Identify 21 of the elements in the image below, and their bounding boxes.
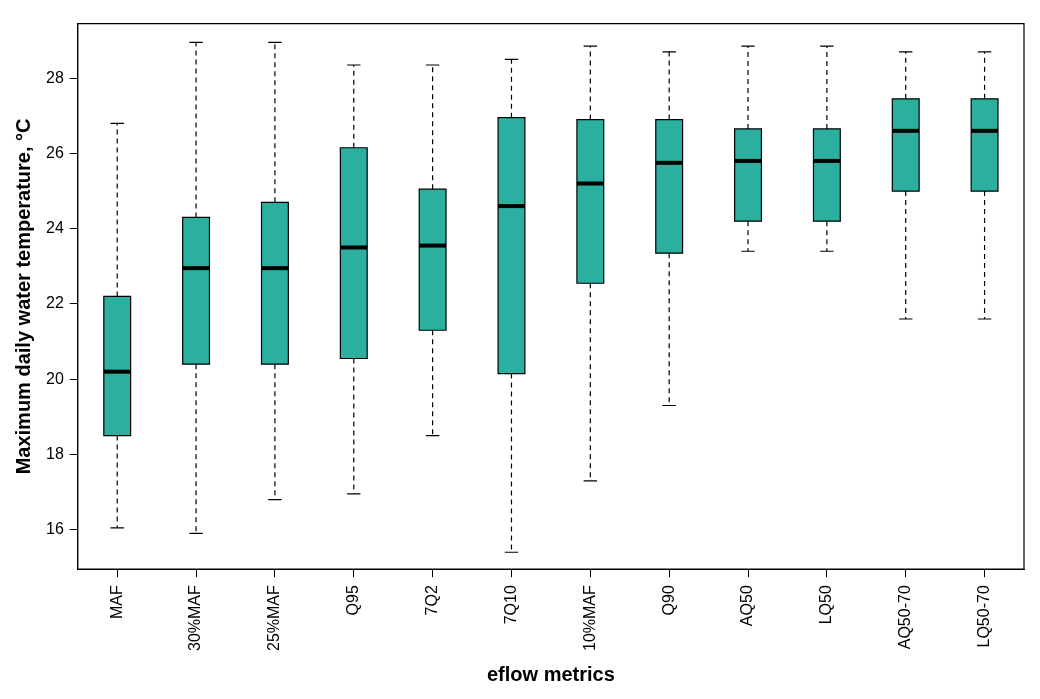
y-tick-label: 22 [46, 294, 64, 312]
x-tick-label: 30%MAF [186, 584, 204, 651]
x-tick-label: 10%MAF [580, 584, 598, 651]
x-tick-label: Q90 [659, 585, 677, 616]
y-tick-label: 28 [46, 68, 64, 86]
y-tick-label: 18 [46, 444, 64, 462]
x-tick-label: AQ50 [738, 585, 756, 627]
x-tick-label: LQ50 [817, 585, 835, 625]
y-tick-label: 24 [46, 219, 64, 237]
x-tick-label: 25%MAF [265, 584, 283, 651]
x-tick-label: MAF [107, 584, 125, 619]
x-tick-label: Q95 [344, 585, 362, 616]
x-tick-label: 7Q2 [423, 585, 441, 616]
x-tick-label: 7Q10 [501, 585, 519, 625]
x-axis-title: eflow metrics [486, 662, 615, 685]
y-tick-label: 20 [46, 369, 64, 387]
y-axis-title: Maximum daily water temperature, °C [11, 118, 34, 475]
y-tick-label: 26 [46, 143, 64, 161]
x-tick-label: AQ50-70 [896, 585, 914, 650]
y-tick-label: 16 [46, 520, 64, 538]
x-tick-label: LQ50-70 [974, 585, 992, 648]
